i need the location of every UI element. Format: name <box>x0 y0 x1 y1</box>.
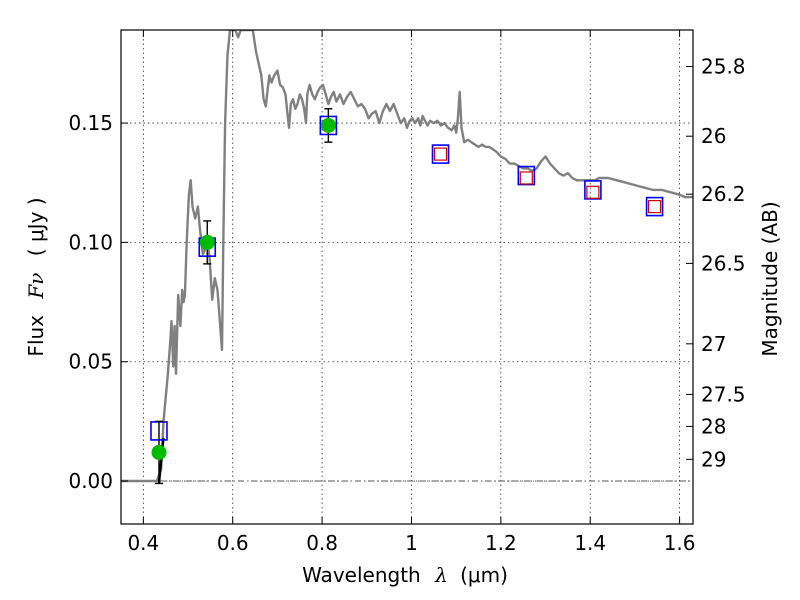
observed-point <box>151 444 167 460</box>
y-axis-title-main: Flux <box>24 315 48 357</box>
y2-tick-label: 27 <box>701 332 726 356</box>
x-tick-label: 0.4 <box>127 531 159 555</box>
model-box-blue <box>517 165 536 186</box>
model-box-red <box>586 185 600 199</box>
y2-axis-title: Magnitude (AB) <box>758 201 782 356</box>
model-box-blue <box>584 180 602 200</box>
y2-tick-label: 26.2 <box>701 182 746 206</box>
y2-tick-label: 26 <box>701 124 726 148</box>
sed-model-curve <box>121 30 693 483</box>
x-axis-title-unit: (μm) <box>460 563 508 587</box>
y2-tick-label: 25.8 <box>701 55 746 79</box>
x-axis-title-symbol: λ <box>434 563 448 587</box>
x-tick-label: 1.6 <box>664 531 696 555</box>
y-axis-title-symbol: Fν <box>24 273 48 300</box>
y-axis-title-unit: ( μJy ) <box>24 197 48 256</box>
x-tick-label: 1 <box>405 531 418 555</box>
model-box-red <box>647 199 662 214</box>
y-tick-label: 0.05 <box>68 350 113 374</box>
data-points-layer <box>150 108 664 485</box>
x-axis-title: Wavelength λ (μm) <box>302 563 508 587</box>
model-box-blue <box>431 144 450 164</box>
y2-tick-label: 28 <box>701 414 726 438</box>
x-axis-title-main: Wavelength <box>302 563 421 587</box>
observed-segment <box>157 437 165 484</box>
y-axis-title: Flux Fν ( μJy ) <box>24 197 48 356</box>
y-tick-label: 0.15 <box>68 111 113 135</box>
x-tick-label: 1.2 <box>485 531 517 555</box>
y2-tick-label: 29 <box>701 447 726 471</box>
x-tick-label: 0.6 <box>217 531 249 555</box>
model-box-red <box>433 147 448 161</box>
model-box-blue <box>645 196 664 217</box>
y2-tick-label: 26.5 <box>701 251 746 275</box>
y2-tick-label: 27.5 <box>701 382 746 406</box>
x-tick-label: 0.8 <box>306 531 338 555</box>
y-tick-label: 0.10 <box>68 230 113 254</box>
axis-ticks <box>121 30 693 524</box>
model-box-red <box>519 171 533 185</box>
x-tick-label: 1.4 <box>574 531 606 555</box>
tick-labels: 0.4 0.6 0.8 1 1.2 1.4 1.6 0.00 0.05 0.10 0.15 25.8 2… <box>68 55 745 555</box>
y-tick-label: 0.00 <box>68 469 113 493</box>
observed-point <box>320 117 336 133</box>
plot-frame <box>120 29 694 525</box>
sed-model-layer <box>121 30 693 484</box>
observed-point <box>199 234 215 250</box>
